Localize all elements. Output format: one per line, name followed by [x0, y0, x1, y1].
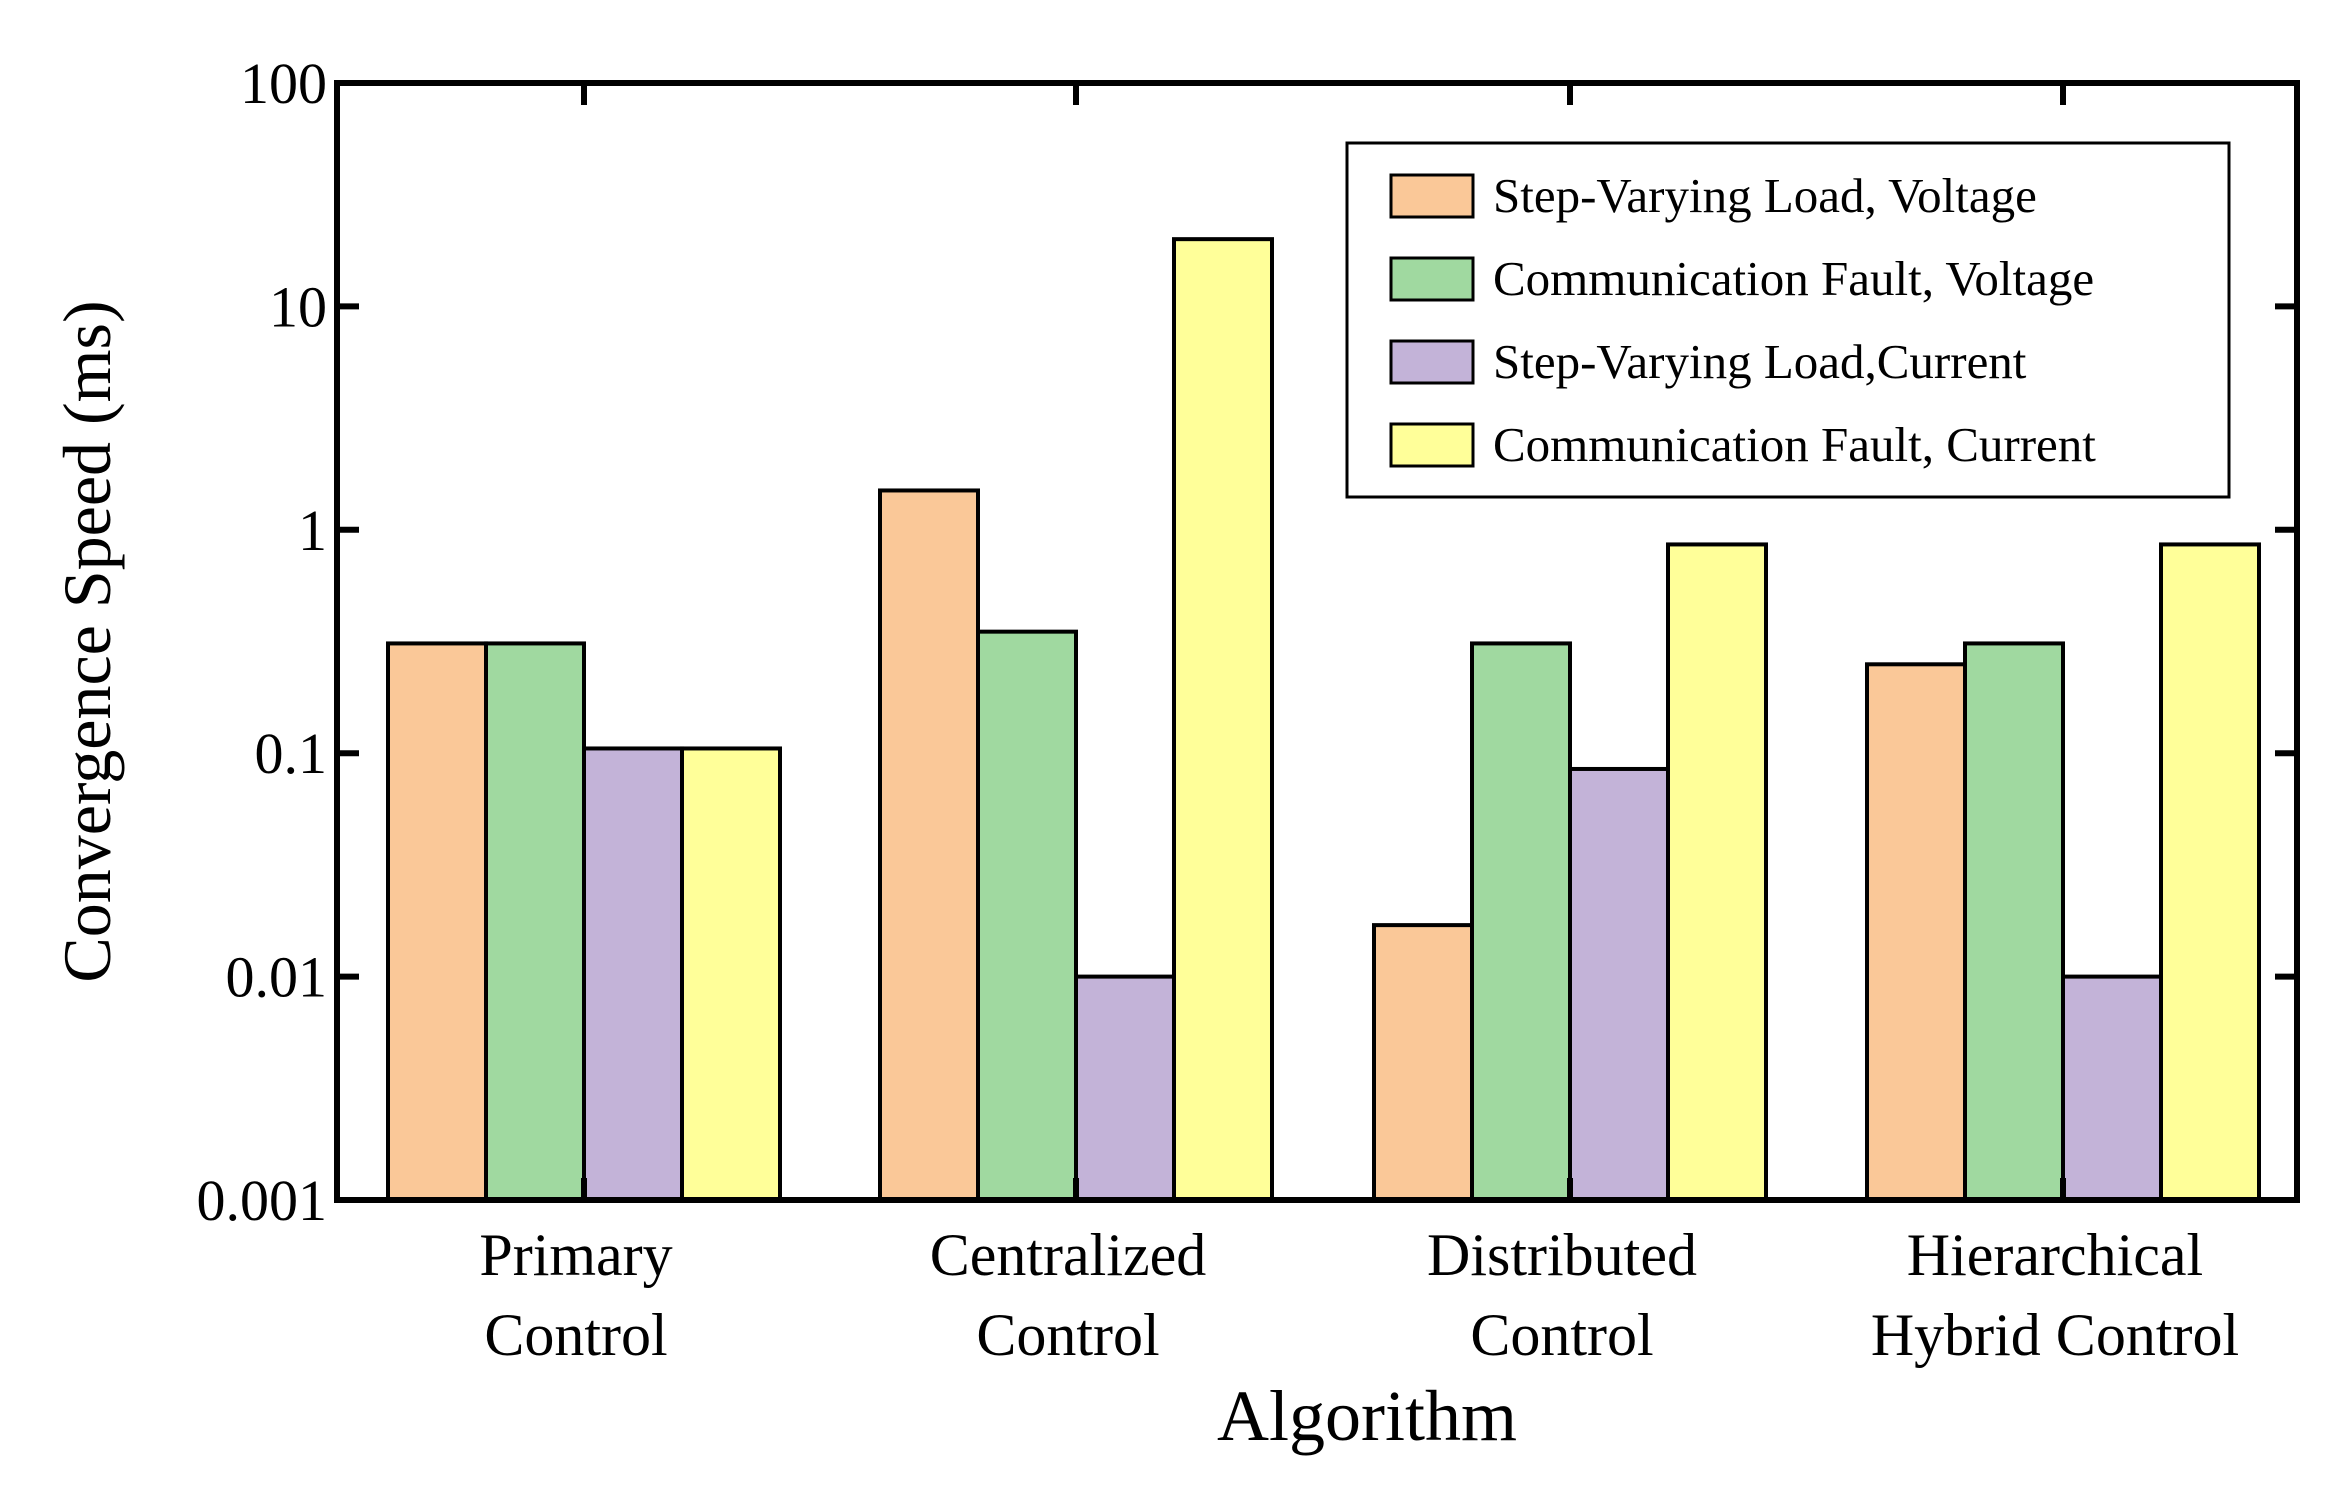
y-tick-label: 10 — [269, 274, 327, 339]
bar-3-series-2 — [1470, 641, 1572, 1202]
bar-2-series-2 — [976, 629, 1078, 1202]
legend-label: Step-Varying Load, Voltage — [1493, 168, 2037, 223]
y-tick-label: 0.1 — [255, 721, 328, 786]
bar-1-series-1 — [386, 641, 488, 1202]
category-label: Control — [976, 1302, 1159, 1368]
legend-swatch — [1389, 339, 1475, 385]
legend-swatch — [1389, 256, 1475, 302]
bar-1-series-4 — [680, 746, 782, 1202]
legend-label: Communication Fault, Current — [1493, 417, 2096, 472]
bar-1-series-3 — [582, 746, 684, 1202]
bar-2-series-4 — [1172, 237, 1274, 1202]
legend: Step-Varying Load, Voltage Communication … — [1345, 141, 2231, 499]
legend-label: Step-Varying Load,Current — [1493, 334, 2027, 389]
bar-2-series-3 — [1074, 974, 1176, 1202]
bar-1-series-2 — [484, 641, 586, 1202]
category-label: Primary — [479, 1222, 672, 1288]
bar-3-series-3 — [1568, 766, 1670, 1203]
legend-swatch — [1389, 173, 1475, 219]
legend-swatch — [1389, 422, 1475, 468]
x-axis-title: Algorithm — [1217, 1376, 1517, 1456]
bar-3-series-1 — [1372, 923, 1474, 1203]
category-label: Distributed — [1427, 1222, 1697, 1288]
category-label: Centralized — [930, 1222, 1207, 1288]
y-tick-label: 0.01 — [226, 945, 328, 1010]
y-tick-label: 0.001 — [197, 1168, 328, 1233]
category-label: Control — [1470, 1302, 1653, 1368]
bar-4-series-3 — [2061, 974, 2163, 1202]
bar-4-series-2 — [1963, 641, 2065, 1202]
x-axis-category-labels: Primary Control Centralized Control Distribu… — [479, 1222, 2239, 1368]
bars-layer — [386, 237, 2261, 1203]
category-label: Control — [484, 1302, 667, 1368]
legend-box — [1345, 141, 2231, 499]
y-tick-label: 1 — [298, 498, 327, 563]
category-label: Hierarchical — [1907, 1222, 2203, 1288]
category-label: Hybrid Control — [1871, 1302, 2239, 1368]
plot-frame — [334, 80, 2300, 1203]
bar-3-series-4 — [1666, 542, 1768, 1202]
legend-label: Communication Fault, Voltage — [1493, 251, 2094, 306]
bar-4-series-1 — [1865, 662, 1967, 1202]
bar-4-series-4 — [2159, 542, 2261, 1202]
bar-2-series-1 — [878, 488, 980, 1202]
y-axis-tick-labels: 0.001 0.01 0.1 1 10 100 — [197, 51, 328, 1233]
y-axis-title: Convergence Speed (ms) — [49, 300, 125, 982]
y-tick-label: 100 — [240, 51, 327, 116]
